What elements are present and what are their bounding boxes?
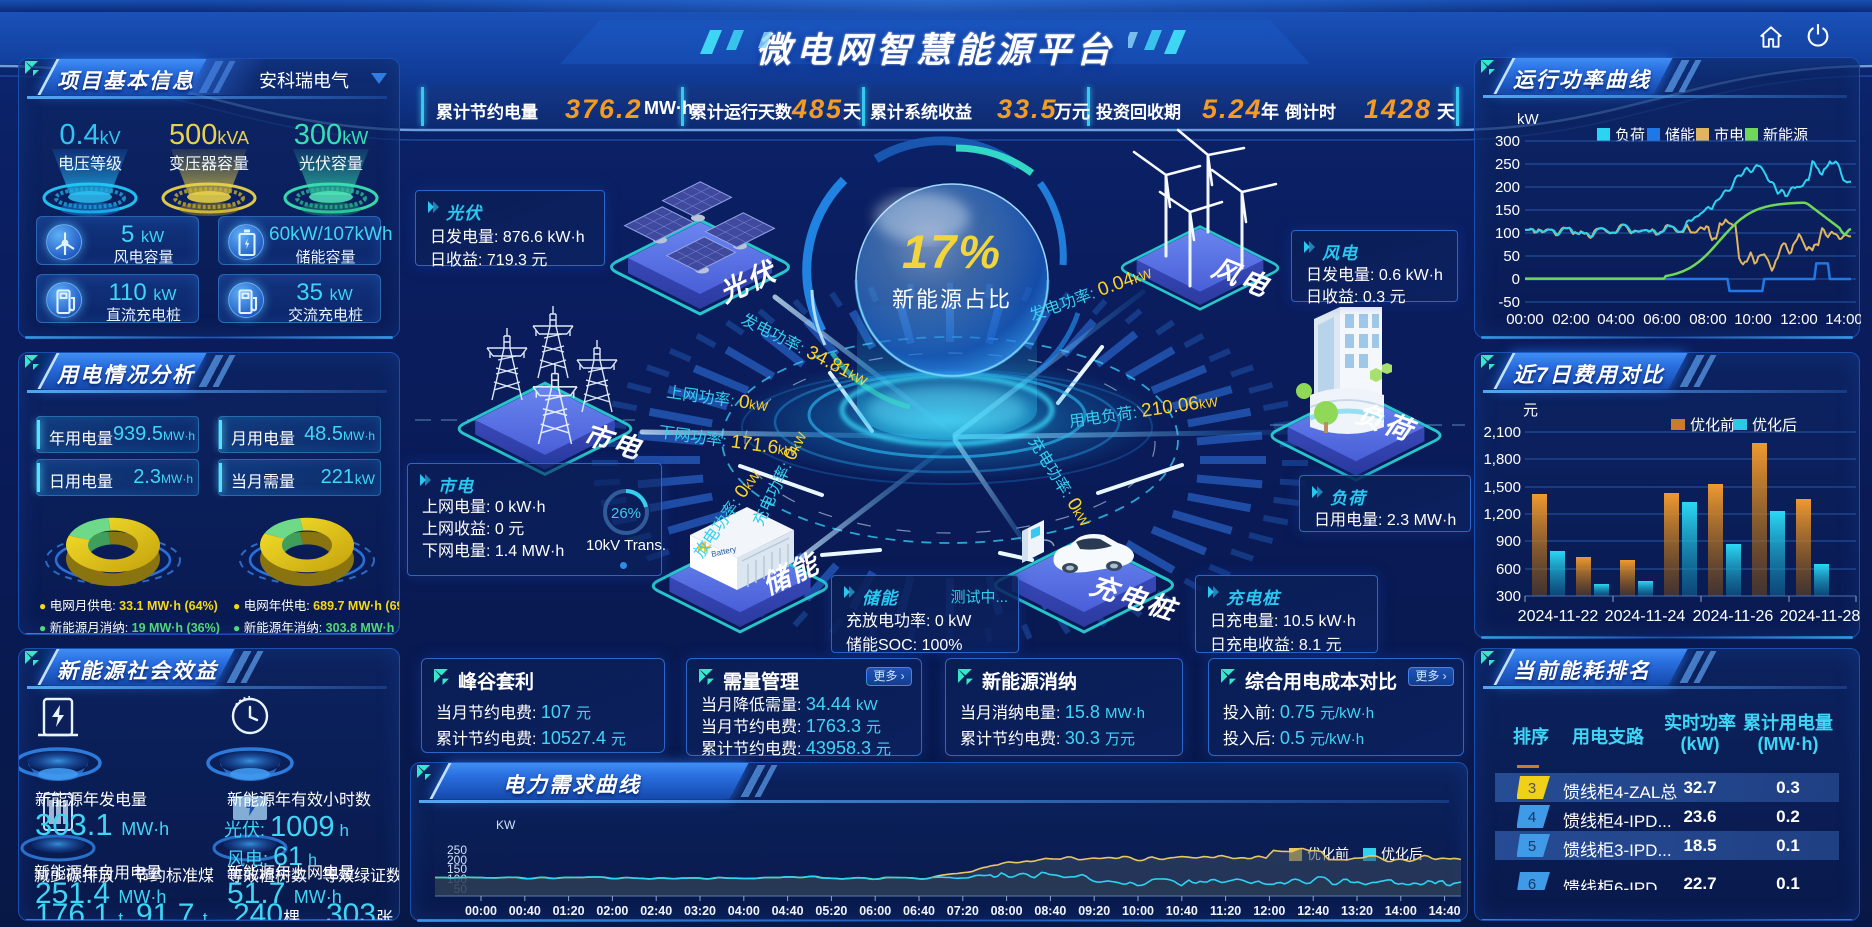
svg-text:300: 300 <box>1495 133 1520 150</box>
svg-text:02:40: 02:40 <box>640 904 672 918</box>
svg-text:1,800: 1,800 <box>1483 451 1521 468</box>
svg-text:08:40: 08:40 <box>1034 904 1066 918</box>
svg-text:06:40: 06:40 <box>903 904 935 918</box>
svg-text:14:00: 14:00 <box>1825 311 1861 328</box>
svg-text:市电: 市电 <box>1714 127 1744 144</box>
svg-text:200: 200 <box>1495 179 1520 196</box>
svg-text:-50: -50 <box>1498 294 1520 311</box>
svg-text:05:20: 05:20 <box>815 904 847 918</box>
svg-text:优化后: 优化后 <box>1752 417 1797 434</box>
svg-text:2024-11-26: 2024-11-26 <box>1693 608 1774 625</box>
svg-text:5: 5 <box>1528 838 1536 855</box>
svg-text:300: 300 <box>1496 588 1521 605</box>
svg-text:00:00: 00:00 <box>1506 311 1544 328</box>
svg-text:1,200: 1,200 <box>1483 506 1521 523</box>
svg-text:负荷: 负荷 <box>1615 127 1645 144</box>
svg-text:06:00: 06:00 <box>859 904 891 918</box>
svg-text:10:00: 10:00 <box>1734 311 1772 328</box>
svg-text:14:40: 14:40 <box>1429 904 1461 918</box>
svg-text:04:40: 04:40 <box>772 904 804 918</box>
svg-text:04:00: 04:00 <box>1597 311 1635 328</box>
svg-text:2024-11-24: 2024-11-24 <box>1605 608 1686 625</box>
svg-text:17%: 17% <box>902 225 1002 278</box>
svg-text:06:00: 06:00 <box>1643 311 1681 328</box>
svg-text:10:40: 10:40 <box>1166 904 1198 918</box>
svg-text:09:20: 09:20 <box>1078 904 1110 918</box>
svg-text:储能: 储能 <box>1665 127 1695 144</box>
svg-text:200: 200 <box>447 853 467 867</box>
svg-text:11:20: 11:20 <box>1210 904 1241 918</box>
svg-text:00:40: 00:40 <box>509 904 541 918</box>
svg-text:250: 250 <box>447 843 467 857</box>
svg-text:13:20: 13:20 <box>1341 904 1373 918</box>
svg-text:1,500: 1,500 <box>1483 479 1521 496</box>
svg-text:10:00: 10:00 <box>1122 904 1154 918</box>
svg-text:02:00: 02:00 <box>1552 311 1590 328</box>
svg-text:市电: 市电 <box>580 419 646 465</box>
svg-text:07:20: 07:20 <box>947 904 979 918</box>
svg-text:2024-11-22: 2024-11-22 <box>1518 608 1599 625</box>
svg-text:50: 50 <box>1503 248 1520 265</box>
svg-text:100: 100 <box>1495 225 1520 242</box>
svg-text:900: 900 <box>1496 533 1521 550</box>
svg-text:04:00: 04:00 <box>728 904 760 918</box>
svg-text:新能源占比: 新能源占比 <box>892 287 1012 312</box>
svg-text:优化后: 优化后 <box>1381 846 1423 862</box>
svg-text:12:00: 12:00 <box>1780 311 1818 328</box>
svg-text:26%: 26% <box>611 505 641 522</box>
svg-text:150: 150 <box>447 862 467 876</box>
svg-text:3: 3 <box>1528 780 1536 797</box>
svg-text:6: 6 <box>1528 876 1536 890</box>
svg-text:600: 600 <box>1496 561 1521 578</box>
svg-text:2,100: 2,100 <box>1483 424 1521 441</box>
svg-text:新能源: 新能源 <box>1763 127 1808 144</box>
svg-text:00:00: 00:00 <box>465 904 497 918</box>
svg-text:08:00: 08:00 <box>991 904 1023 918</box>
svg-text:kW: kW <box>1517 111 1540 128</box>
svg-text:12:40: 12:40 <box>1297 904 1329 918</box>
svg-text:2024-11-28: 2024-11-28 <box>1780 608 1861 625</box>
svg-text:08:00: 08:00 <box>1689 311 1727 328</box>
svg-text:14:00: 14:00 <box>1385 904 1417 918</box>
svg-text:02:00: 02:00 <box>596 904 628 918</box>
svg-text:03:20: 03:20 <box>684 904 716 918</box>
svg-text:12:00: 12:00 <box>1253 904 1285 918</box>
svg-text:0: 0 <box>1512 271 1520 288</box>
svg-text:250: 250 <box>1495 156 1520 173</box>
svg-text:KW: KW <box>496 818 516 832</box>
svg-text:优化前: 优化前 <box>1690 417 1735 434</box>
svg-text:4: 4 <box>1528 809 1536 826</box>
svg-text:01:20: 01:20 <box>553 904 585 918</box>
svg-text:150: 150 <box>1495 202 1520 219</box>
svg-text:元: 元 <box>1523 402 1538 419</box>
